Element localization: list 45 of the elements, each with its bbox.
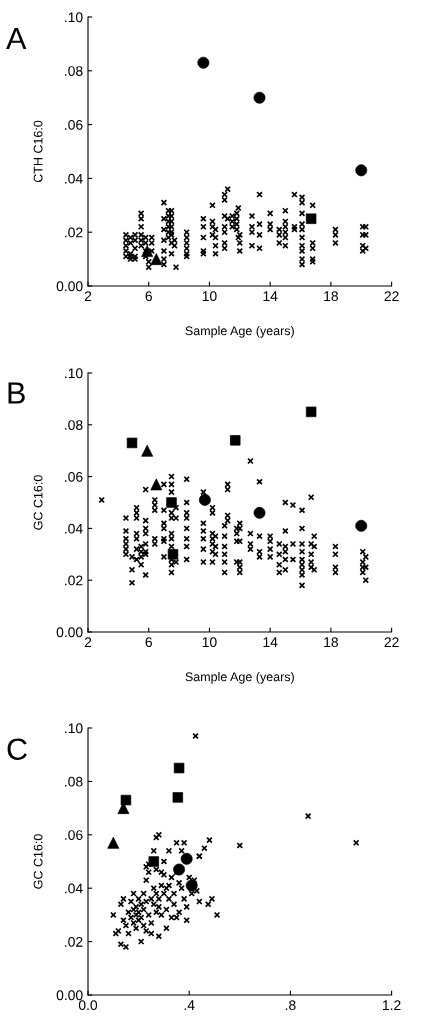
y-tick-label: .06 [65, 471, 83, 482]
y-tick-label: .04 [65, 523, 83, 534]
x-tick-label: 2 [84, 637, 92, 647]
y-tick-label: 0.00 [56, 990, 83, 1001]
y-tick-label: .08 [65, 66, 83, 76]
y-tick-label: .10 [65, 368, 83, 379]
y-tick-label: 0.00 [56, 627, 83, 638]
x-tick-label: 18 [324, 637, 338, 648]
x-tick-label: 14 [263, 637, 278, 647]
x-tick-label: 10 [202, 291, 217, 302]
y-tick-label: .06 [65, 119, 83, 130]
y-tick-label: .04 [65, 883, 83, 894]
y-axis-title: GC C16:0 [33, 834, 43, 889]
chart-title: C [7, 738, 27, 761]
x-tick-label: 10 [202, 637, 217, 648]
x-tick-label: 18 [324, 291, 338, 302]
point [126, 437, 138, 449]
x-tick-label: 22 [384, 291, 399, 301]
y-tick-label: .10 [65, 723, 83, 734]
y-tick-label: .08 [65, 420, 83, 430]
x-tick-label: .8 [285, 1000, 296, 1011]
point [230, 435, 241, 446]
y-axis-title: CTH C16:0 [33, 120, 43, 183]
x-tick-label: 2 [84, 291, 92, 301]
y-tick-label: .02 [65, 227, 83, 238]
y-tick-label: .02 [65, 936, 83, 947]
chart-title: A [6, 28, 27, 50]
chart-title: B [8, 382, 25, 404]
x-tick-label: .4 [184, 1000, 195, 1010]
y-tick-label: .02 [65, 575, 83, 586]
y-tick-label: .10 [65, 12, 83, 23]
y-tick-label: .08 [65, 776, 83, 787]
point [305, 213, 317, 224]
x-axis-title: Sample Age (years) [185, 326, 294, 338]
x-axis-title: Sample Age (years) [185, 672, 294, 684]
x-tick-label: 1.2 [383, 1000, 401, 1010]
y-tick-label: 0.00 [56, 281, 83, 292]
y-tick-label: .06 [65, 830, 83, 840]
x-tick-label: 14 [263, 291, 278, 301]
y-axis-title: GC C16:0 [33, 475, 43, 530]
y-tick-label: .04 [65, 173, 83, 184]
x-tick-label: 22 [384, 637, 399, 647]
x-tick-label: 6 [145, 637, 152, 648]
x-tick-label: 0.0 [78, 1000, 98, 1011]
x-tick-label: 6 [145, 291, 152, 302]
